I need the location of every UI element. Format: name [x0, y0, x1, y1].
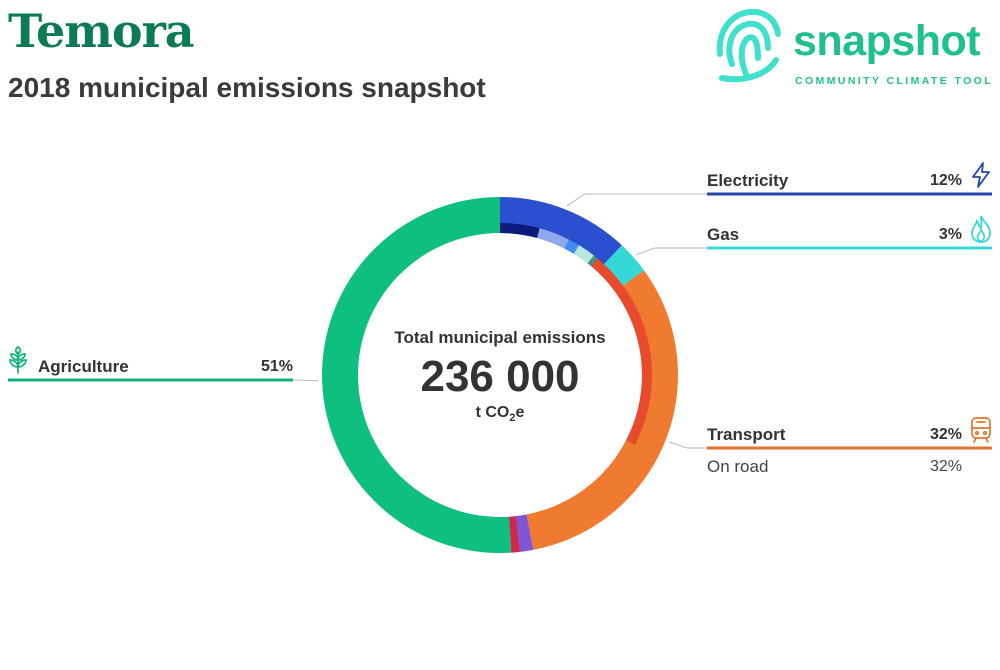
inner-slice-gas-b: [587, 255, 598, 267]
slice-other: [508, 516, 521, 553]
center-unit: t CO2e: [475, 404, 525, 425]
legend-electricity-percent: 12%: [929, 172, 962, 189]
fingerprint-icon: [716, 8, 781, 83]
page-title: Temora: [8, 4, 195, 58]
inner-slice-electricity-a: [500, 223, 540, 238]
leader-agriculture: [292, 379, 319, 382]
legend-electricity-label: Electricity: [707, 171, 789, 190]
leader-gas: [636, 247, 707, 256]
leader-electricity: [566, 193, 707, 207]
inner-slice-transport-on-road: [591, 258, 653, 445]
page-subtitle: 2018 municipal emissions snapshot: [8, 72, 486, 103]
legend-transport-label: Transport: [707, 425, 786, 444]
flame-icon: [971, 215, 991, 243]
legend-transport-sub-label: On road: [707, 457, 769, 476]
brand-tagline: COMMUNITY CLIMATE TOOL: [795, 75, 994, 87]
lightning-icon: [972, 162, 990, 188]
legend-gas-percent: 3%: [938, 226, 962, 243]
slice-agriculture: [321, 197, 512, 553]
leader-transport: [669, 441, 707, 449]
slice-electricity: [500, 197, 622, 272]
inner-slice-electricity-c: [564, 239, 580, 254]
legend-gas-label: Gas: [707, 225, 740, 244]
brand-logo: snapshot: [793, 17, 981, 65]
train-icon: [971, 417, 991, 443]
inner-slice-electricity-b: [537, 228, 570, 249]
plant-icon: [9, 346, 27, 374]
center-total: 236 000: [420, 352, 580, 401]
legend-agriculture-label: Agriculture: [38, 357, 129, 376]
legend-transport-sub-percent: 32%: [929, 458, 962, 475]
leader-lines: [8, 192, 992, 450]
legend-transport-percent: 32%: [929, 426, 962, 443]
slice-waste: [516, 514, 534, 552]
inner-slice-gas-a: [573, 245, 594, 264]
legend-agriculture-percent: 51%: [260, 358, 293, 375]
center-label: Total municipal emissions: [394, 328, 606, 347]
inner-ring: [500, 223, 653, 445]
